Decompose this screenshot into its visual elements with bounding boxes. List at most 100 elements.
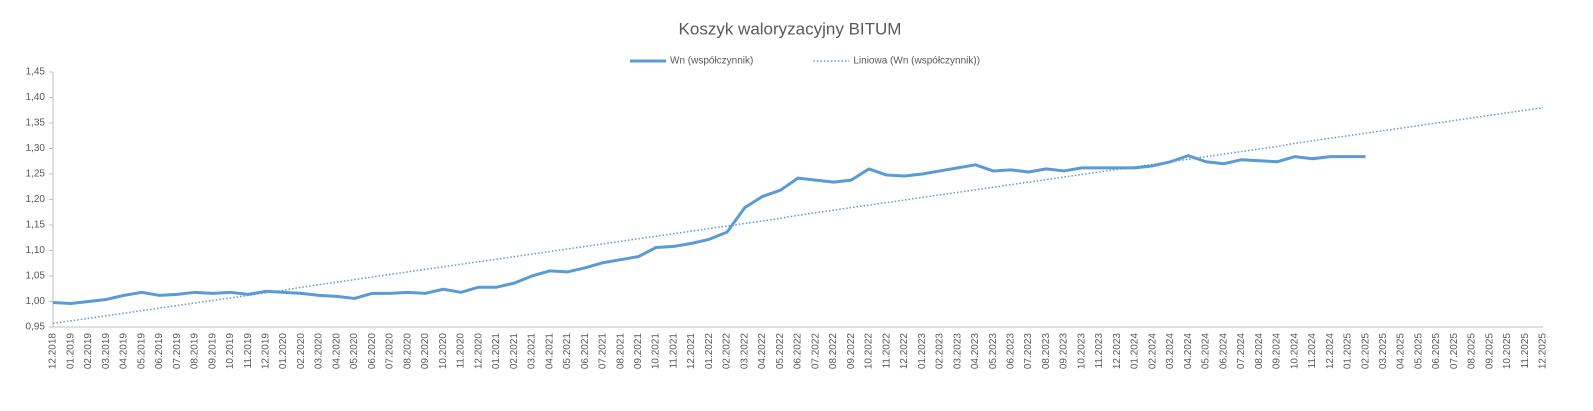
x-tick-label: 10.2025 <box>1502 333 1513 370</box>
x-tick-label: 06.2020 <box>367 333 378 370</box>
x-tick-label: 04.2025 <box>1396 333 1407 370</box>
x-tick-label: 06.2021 <box>580 333 591 370</box>
x-tick-label: 02.2023 <box>935 333 946 370</box>
x-tick-label: 05.2024 <box>1201 333 1212 370</box>
x-tick-label: 07.2024 <box>1236 333 1247 370</box>
x-tick-label: 12.2018 <box>48 333 59 370</box>
legend-label: Liniowa (Wn (współczynnik)) <box>853 56 980 67</box>
x-tick-label: 06.2024 <box>1218 333 1229 370</box>
x-tick-label: 06.2019 <box>154 333 165 370</box>
x-tick-label: 05.2025 <box>1413 333 1424 370</box>
y-tick-label: 1,00 <box>26 296 46 307</box>
x-tick-label: 05.2023 <box>988 333 999 370</box>
y-tick-label: 1,40 <box>26 92 46 103</box>
x-tick-label: 12.2022 <box>899 333 910 370</box>
chart-title: Koszyk waloryzacyjny BITUM <box>679 19 902 38</box>
y-tick-label: 1,30 <box>26 143 46 154</box>
x-tick-label: 01.2020 <box>278 333 289 370</box>
x-tick-label: 07.2019 <box>172 333 183 370</box>
x-tick-label: 10.2023 <box>1076 333 1087 370</box>
x-tick-label: 01.2019 <box>65 333 76 370</box>
x-tick-label: 12.2024 <box>1325 333 1336 370</box>
x-tick-label: 11.2022 <box>881 333 892 369</box>
x-tick-label: 12.2019 <box>260 333 271 370</box>
x-tick-label: 10.2019 <box>225 333 236 370</box>
y-tick-label: 1,45 <box>26 67 46 78</box>
x-tick-label: 09.2023 <box>1059 333 1070 370</box>
x-tick-label: 03.2023 <box>952 333 963 370</box>
x-tick-label: 08.2021 <box>615 333 626 370</box>
x-tick-label: 02.2019 <box>83 333 94 370</box>
y-tick-label: 1,35 <box>26 118 46 129</box>
x-tick-label: 06.2023 <box>1005 333 1016 370</box>
x-tick-label: 03.2025 <box>1378 333 1389 370</box>
x-tick-label: 04.2023 <box>970 333 981 370</box>
x-tick-label: 07.2025 <box>1449 333 1460 370</box>
x-tick-label: 07.2023 <box>1023 333 1034 370</box>
x-tick-label: 02.2022 <box>722 333 733 370</box>
x-tick-label: 06.2025 <box>1431 333 1442 370</box>
x-tick-label: 01.2025 <box>1343 333 1354 370</box>
x-tick-label: 11.2019 <box>243 333 254 369</box>
x-tick-label: 04.2022 <box>757 333 768 370</box>
x-tick-label: 07.2022 <box>810 333 821 370</box>
x-tick-label: 02.2024 <box>1147 333 1158 370</box>
y-tick-label: 1,20 <box>26 194 46 205</box>
x-tick-label: 11.2024 <box>1307 333 1318 369</box>
x-tick-label: 11.2020 <box>456 333 467 369</box>
x-tick-label: 07.2021 <box>598 333 609 370</box>
x-tick-label: 04.2020 <box>331 333 342 370</box>
x-tick-label: 04.2021 <box>544 333 555 370</box>
x-tick-label: 10.2024 <box>1289 333 1300 370</box>
data-line <box>52 154 1366 306</box>
x-tick-label: 03.2022 <box>739 333 750 370</box>
trend-line <box>52 106 1544 325</box>
x-tick-label: 05.2021 <box>562 333 573 370</box>
x-tick-label: 08.2019 <box>190 333 201 370</box>
x-tick-label: 09.2025 <box>1484 333 1495 370</box>
x-tick-label: 02.2021 <box>509 333 520 370</box>
legend-label: Wn (współczynnik) <box>670 56 753 67</box>
x-tick-label: 07.2020 <box>385 333 396 370</box>
x-tick-label: 08.2025 <box>1467 333 1478 370</box>
x-tick-label: 10.2022 <box>864 333 875 370</box>
x-tick-label: 02.2020 <box>296 333 307 370</box>
x-tick-label: 08.2024 <box>1254 333 1265 370</box>
x-tick-label: 03.2021 <box>527 333 538 370</box>
x-tick-label: 04.2024 <box>1183 333 1194 370</box>
x-tick-label: 11.2021 <box>668 333 679 369</box>
x-tick-label: 03.2019 <box>101 333 112 370</box>
x-tick-label: 12.2025 <box>1538 333 1549 370</box>
x-tick-label: 02.2025 <box>1360 333 1371 370</box>
y-tick-label: 1,15 <box>26 220 46 231</box>
x-tick-label: 08.2023 <box>1041 333 1052 370</box>
x-tick-label: 12.2023 <box>1112 333 1123 370</box>
x-tick-label: 08.2020 <box>402 333 413 370</box>
x-tick-label: 12.2021 <box>686 333 697 370</box>
x-tick-label: 12.2020 <box>473 333 484 370</box>
x-tick-label: 11.2023 <box>1094 333 1105 369</box>
x-tick-label: 03.2024 <box>1165 333 1176 370</box>
x-tick-label: 08.2022 <box>828 333 839 370</box>
x-tick-label: 05.2020 <box>349 333 360 370</box>
x-tick-label: 01.2022 <box>704 333 715 370</box>
x-tick-label: 09.2020 <box>420 333 431 370</box>
x-tick-label: 01.2023 <box>917 333 928 370</box>
y-tick-label: 1,10 <box>26 245 46 256</box>
x-tick-label: 01.2021 <box>491 333 502 370</box>
x-tick-label: 09.2022 <box>846 333 857 370</box>
x-tick-label: 11.2025 <box>1520 333 1531 369</box>
x-tick-label: 09.2024 <box>1272 333 1283 370</box>
y-tick-label: 1,05 <box>26 271 46 282</box>
x-tick-label: 05.2022 <box>775 333 786 370</box>
x-tick-label: 09.2021 <box>633 333 644 370</box>
x-tick-label: 05.2019 <box>136 333 147 370</box>
x-tick-label: 03.2020 <box>314 333 325 370</box>
y-tick-label: 0,95 <box>26 322 46 333</box>
x-tick-label: 10.2021 <box>651 333 662 370</box>
x-tick-label: 09.2019 <box>207 333 218 370</box>
x-tick-label: 06.2022 <box>793 333 804 370</box>
x-tick-label: 10.2020 <box>438 333 449 370</box>
x-tick-label: 04.2019 <box>119 333 130 370</box>
